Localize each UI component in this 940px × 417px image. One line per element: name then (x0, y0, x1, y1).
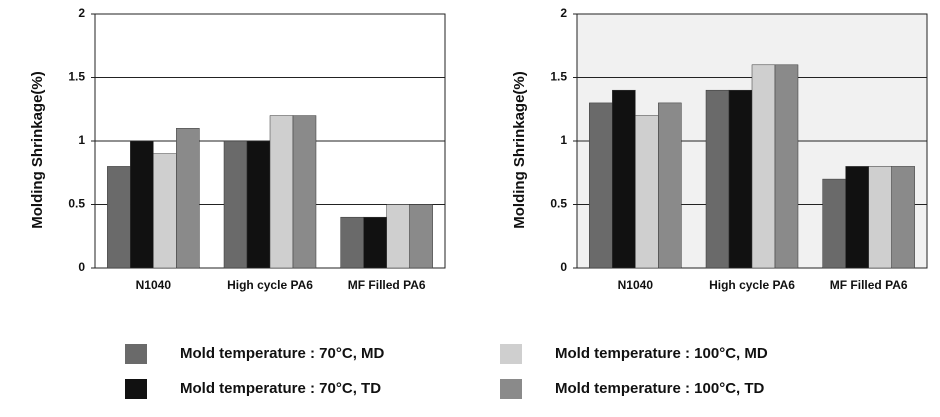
y-tick-label: 2 (560, 6, 567, 20)
y-tick-label: 0.5 (68, 197, 85, 211)
bar (751, 64, 776, 269)
bar (891, 166, 915, 269)
y-axis-label: Molding Shrinkage(%) (511, 71, 528, 229)
bar (658, 102, 682, 269)
bar (292, 115, 317, 269)
bar (386, 204, 410, 269)
legend-swatch (125, 379, 147, 399)
y-axis-label: Molding Shrinkage(%) (29, 71, 46, 229)
y-tick-label: 2 (78, 6, 85, 20)
bar (340, 216, 364, 269)
bar (612, 89, 636, 269)
x-tick-label: High cycle PA6 (709, 278, 795, 292)
x-tick-label: High cycle PA6 (227, 278, 313, 292)
x-tick-label: MF Filled PA6 (830, 278, 908, 292)
bar (635, 115, 659, 269)
y-tick-label: 1.5 (550, 70, 567, 84)
legend-swatch (125, 344, 147, 364)
bar (822, 178, 846, 269)
bar (728, 89, 753, 269)
bar (107, 166, 131, 269)
bar (269, 115, 294, 269)
y-tick-label: 0.5 (550, 197, 567, 211)
y-tick-label: 0 (78, 260, 85, 274)
bar (845, 166, 869, 269)
legend-label: Mold temperature : 70°C, TD (180, 380, 381, 397)
x-tick-label: MF Filled PA6 (348, 278, 426, 292)
y-tick-label: 1.5 (68, 70, 85, 84)
bar (868, 166, 892, 269)
bar (774, 64, 799, 269)
legend-label: Mold temperature : 100°C, MD (555, 345, 768, 362)
bar (176, 128, 200, 269)
legend-label: Mold temperature : 100°C, TD (555, 380, 765, 397)
y-tick-label: 1 (78, 133, 85, 147)
y-tick-label: 0 (560, 260, 567, 274)
bar (363, 216, 387, 269)
bar (223, 140, 248, 269)
bar (130, 140, 154, 269)
y-tick-label: 1 (560, 133, 567, 147)
legend-swatch (500, 379, 522, 399)
legend-swatch (500, 344, 522, 364)
bar (246, 140, 271, 269)
bar (705, 89, 730, 269)
x-tick-label: N1040 (618, 278, 654, 292)
bar (153, 153, 177, 269)
legend-label: Mold temperature : 70°C, MD (180, 345, 385, 362)
x-tick-label: N1040 (136, 278, 172, 292)
bar (589, 102, 613, 269)
bar (409, 204, 433, 269)
